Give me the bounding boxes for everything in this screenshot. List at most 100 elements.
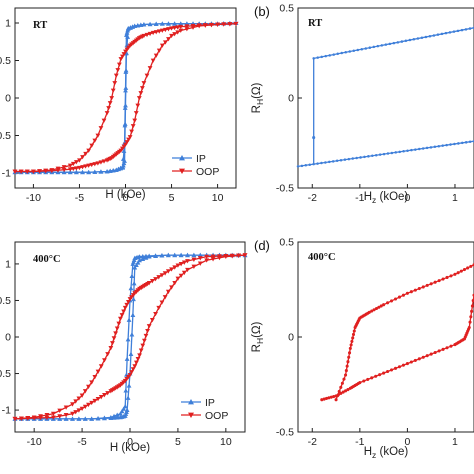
hall-point — [352, 329, 356, 333]
hall-point — [413, 358, 417, 362]
hall-point — [346, 360, 350, 364]
oop-point — [184, 24, 190, 29]
oop-point — [169, 267, 174, 272]
oop-point — [44, 413, 50, 418]
hall-point — [360, 47, 364, 51]
oop-point — [153, 53, 159, 58]
oop-point — [172, 265, 178, 270]
hall-point — [346, 388, 350, 392]
ip-point — [159, 21, 165, 26]
panel-label: 400°C — [308, 252, 336, 263]
ip-point — [76, 416, 82, 421]
ip-point — [73, 169, 79, 175]
oop-point — [202, 23, 208, 28]
legend-marker-oop — [188, 412, 194, 418]
oop-point — [172, 25, 178, 31]
hall-point — [413, 288, 417, 292]
oop-point — [110, 341, 115, 346]
y-tick-label: 1 — [5, 258, 11, 270]
ip-point — [172, 252, 178, 258]
oop-point — [172, 281, 178, 286]
hall-point — [444, 31, 448, 35]
oop-point — [129, 370, 134, 375]
x-tick-label: -1 — [355, 436, 364, 448]
y-tick-label: 0 — [288, 332, 294, 344]
ip-point — [123, 103, 128, 108]
ip-point — [121, 406, 127, 411]
ip-point — [95, 416, 101, 421]
oop-point — [190, 23, 196, 29]
oop-point — [169, 26, 174, 31]
hall-point — [350, 339, 354, 343]
oop-point — [82, 389, 88, 394]
ip-point — [140, 256, 146, 261]
hall-point — [433, 280, 437, 284]
oop-point — [166, 27, 171, 32]
oop-point — [153, 311, 158, 317]
oop-point — [163, 40, 168, 45]
ip-point — [124, 30, 130, 35]
oop-point — [106, 106, 112, 111]
ip-point — [147, 21, 153, 27]
oop-point — [169, 33, 174, 39]
oop-point — [191, 264, 197, 270]
hall-point — [445, 275, 449, 280]
ip-point — [114, 412, 120, 417]
ip-point — [123, 88, 128, 93]
hall-point — [366, 377, 370, 381]
oop-point — [172, 32, 178, 37]
hall-point — [367, 310, 371, 314]
oop-point — [166, 37, 171, 42]
x-tick-label: 10 — [220, 436, 232, 448]
hall-point — [425, 283, 429, 287]
hall-point — [332, 53, 335, 56]
hall-point — [378, 153, 382, 156]
oop-point — [156, 48, 162, 53]
hall-point — [339, 385, 343, 389]
panel-d-400c-hall: -2 -1 0 1-0.500.5(d)400°CHz (kOe)RH(Ω) — [251, 237, 474, 460]
oop-point — [113, 331, 119, 336]
oop-point — [101, 118, 107, 123]
x-axis-label-sub: z — [372, 195, 376, 205]
hall-point — [312, 136, 316, 140]
hall-point — [329, 395, 333, 399]
ip-point — [121, 148, 127, 153]
oop-point — [197, 256, 203, 261]
ip-point — [178, 252, 184, 258]
panel-label: 400°C — [33, 254, 61, 265]
x-axis-label-unit: (kOe) — [376, 446, 408, 458]
oop-point — [140, 343, 146, 348]
x-axis-label: Hz (kOe) — [364, 446, 409, 460]
oop-point — [31, 415, 37, 420]
hall-point — [374, 306, 379, 311]
ip-point — [191, 252, 197, 258]
y-tick-label: 0 — [5, 332, 11, 344]
ip-point — [125, 337, 131, 342]
oop-point — [215, 22, 220, 27]
hall-point — [457, 142, 460, 145]
hall-point — [382, 303, 386, 307]
oop-point — [178, 24, 184, 30]
ip-point — [82, 416, 88, 421]
hall-point — [420, 36, 424, 40]
hall-point — [396, 41, 400, 44]
hall-point — [312, 162, 315, 166]
oop-point — [163, 27, 168, 33]
oop-point — [147, 66, 153, 71]
ip-point — [137, 257, 142, 263]
hall-point — [448, 31, 452, 34]
oop-point — [102, 358, 107, 363]
hall-point — [328, 54, 331, 57]
oop-point — [159, 28, 165, 33]
x-tick-label: 5 — [169, 192, 175, 204]
hall-point — [331, 160, 335, 163]
oop-point — [37, 169, 42, 174]
panel-label: RT — [33, 20, 47, 31]
ip-point — [197, 252, 203, 258]
hall-point — [406, 149, 409, 152]
hall-point — [335, 159, 339, 163]
hall-point — [334, 394, 338, 398]
oop-point — [116, 321, 122, 327]
oop-point — [119, 313, 125, 318]
